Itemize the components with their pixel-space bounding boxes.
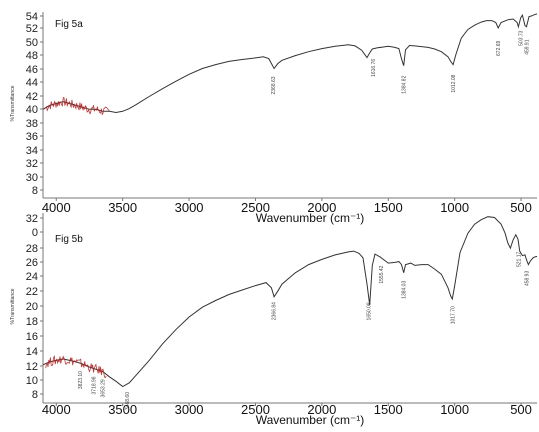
y-tick-label: 18 [26, 316, 38, 328]
peak-annotation: 1384.82 [402, 75, 408, 93]
y-tick-label: 36 [26, 131, 38, 143]
y-tick-label: 14 [26, 346, 38, 358]
panel-fig-5b: 8 10 12 14 16 18 20 22 24 26 28 0 32 4000 3500 3000 2500… [10, 213, 538, 427]
x-tick-label: 3500 [108, 200, 137, 215]
x-tick-label: 1000 [440, 200, 469, 215]
y-tick-label: 24 [26, 271, 38, 283]
y-tick-label: 50 [26, 37, 38, 49]
x-tick-label: 500 [510, 200, 532, 215]
x-tick-label: 3500 [108, 402, 137, 417]
peak-annotation: 3653.29 [100, 379, 106, 397]
x-tick-label: 500 [510, 402, 532, 417]
x-tick-label: 1500 [374, 200, 403, 215]
peak-annotation: 521.17 [516, 252, 522, 268]
y-tick-label: 22 [26, 286, 38, 298]
x-tick-label: 1500 [374, 402, 403, 417]
y-tick-label: 44 [26, 77, 38, 89]
y-tick-label: 32 [26, 213, 38, 225]
x-tick-label: 2500 [241, 200, 270, 215]
y-tick-label: 8 [32, 185, 38, 197]
peak-annotation: 1616.76 [371, 59, 377, 77]
x-tick-label: 2000 [307, 402, 336, 417]
figure-panel-title: Fig 5b [55, 234, 83, 245]
peak-annotation: 3468.60 [125, 392, 131, 410]
y-tick-label: 10 [26, 375, 38, 387]
x-tick-label: 3000 [175, 200, 204, 215]
peak-annotation: 672.69 [496, 40, 502, 56]
peak-annotation: 2366.84 [271, 302, 277, 320]
y-tick-label: 30 [26, 172, 38, 184]
y-tick-label: 32 [26, 158, 38, 170]
y-tick-label: 46 [26, 64, 38, 76]
spectrum-noise-overlay [45, 355, 107, 379]
peak-annotation: 503.73 [519, 30, 525, 46]
figure-panel-title: Fig 5a [55, 19, 83, 30]
y-tick-label: 40 [26, 104, 38, 116]
peak-annotation: 3823.10 [78, 371, 84, 389]
peak-annotation: 1555.42 [379, 265, 385, 283]
y-tick-label: 12 [26, 361, 38, 373]
x-tick-label: 4000 [42, 200, 71, 215]
peak-annotation: 459.91 [524, 39, 530, 55]
y-tick-label: 48 [26, 50, 38, 62]
y-axis-label: %Transmittance [10, 85, 16, 121]
y-axis-label: %Transmittance [10, 288, 16, 324]
peak-annotation: 2368.63 [271, 76, 277, 94]
x-tick-label: 2500 [241, 402, 270, 417]
spectrum-line [42, 13, 538, 114]
x-tick-label: 2000 [307, 200, 336, 215]
x-tick-label: 3000 [175, 402, 204, 417]
y-tick-label: 0 [32, 227, 38, 239]
peak-annotation: 458.93 [525, 271, 531, 287]
y-tick-label: 16 [26, 331, 38, 343]
peak-annotation: 1017.70 [450, 306, 456, 324]
y-tick-label: 8 [32, 389, 38, 401]
x-axis-label: Wavenumber (cm⁻¹) [256, 211, 365, 225]
spectrum-noise-overlay [45, 97, 110, 116]
peak-annotation: 1650.08 [366, 302, 372, 320]
y-tick-label: 42 [26, 91, 38, 103]
y-tick-label: 38 [26, 118, 38, 130]
y-tick-label: 52 [26, 23, 38, 35]
x-tick-label: 4000 [42, 402, 71, 417]
y-tick-label: 28 [26, 243, 38, 255]
x-tick-label: 1000 [440, 402, 469, 417]
y-tick-label: 20 [26, 301, 38, 313]
spectrum-line [42, 216, 538, 388]
y-tick-label: 34 [26, 145, 38, 157]
y-tick-label: 54 [26, 11, 38, 23]
peak-annotation: 1384.03 [402, 281, 408, 299]
peak-annotation: 1012.08 [451, 74, 457, 92]
peak-annotation: 3718.98 [92, 376, 98, 394]
y-tick-label: 26 [26, 257, 38, 269]
x-axis-label: Wavenumber (cm⁻¹) [256, 413, 365, 427]
